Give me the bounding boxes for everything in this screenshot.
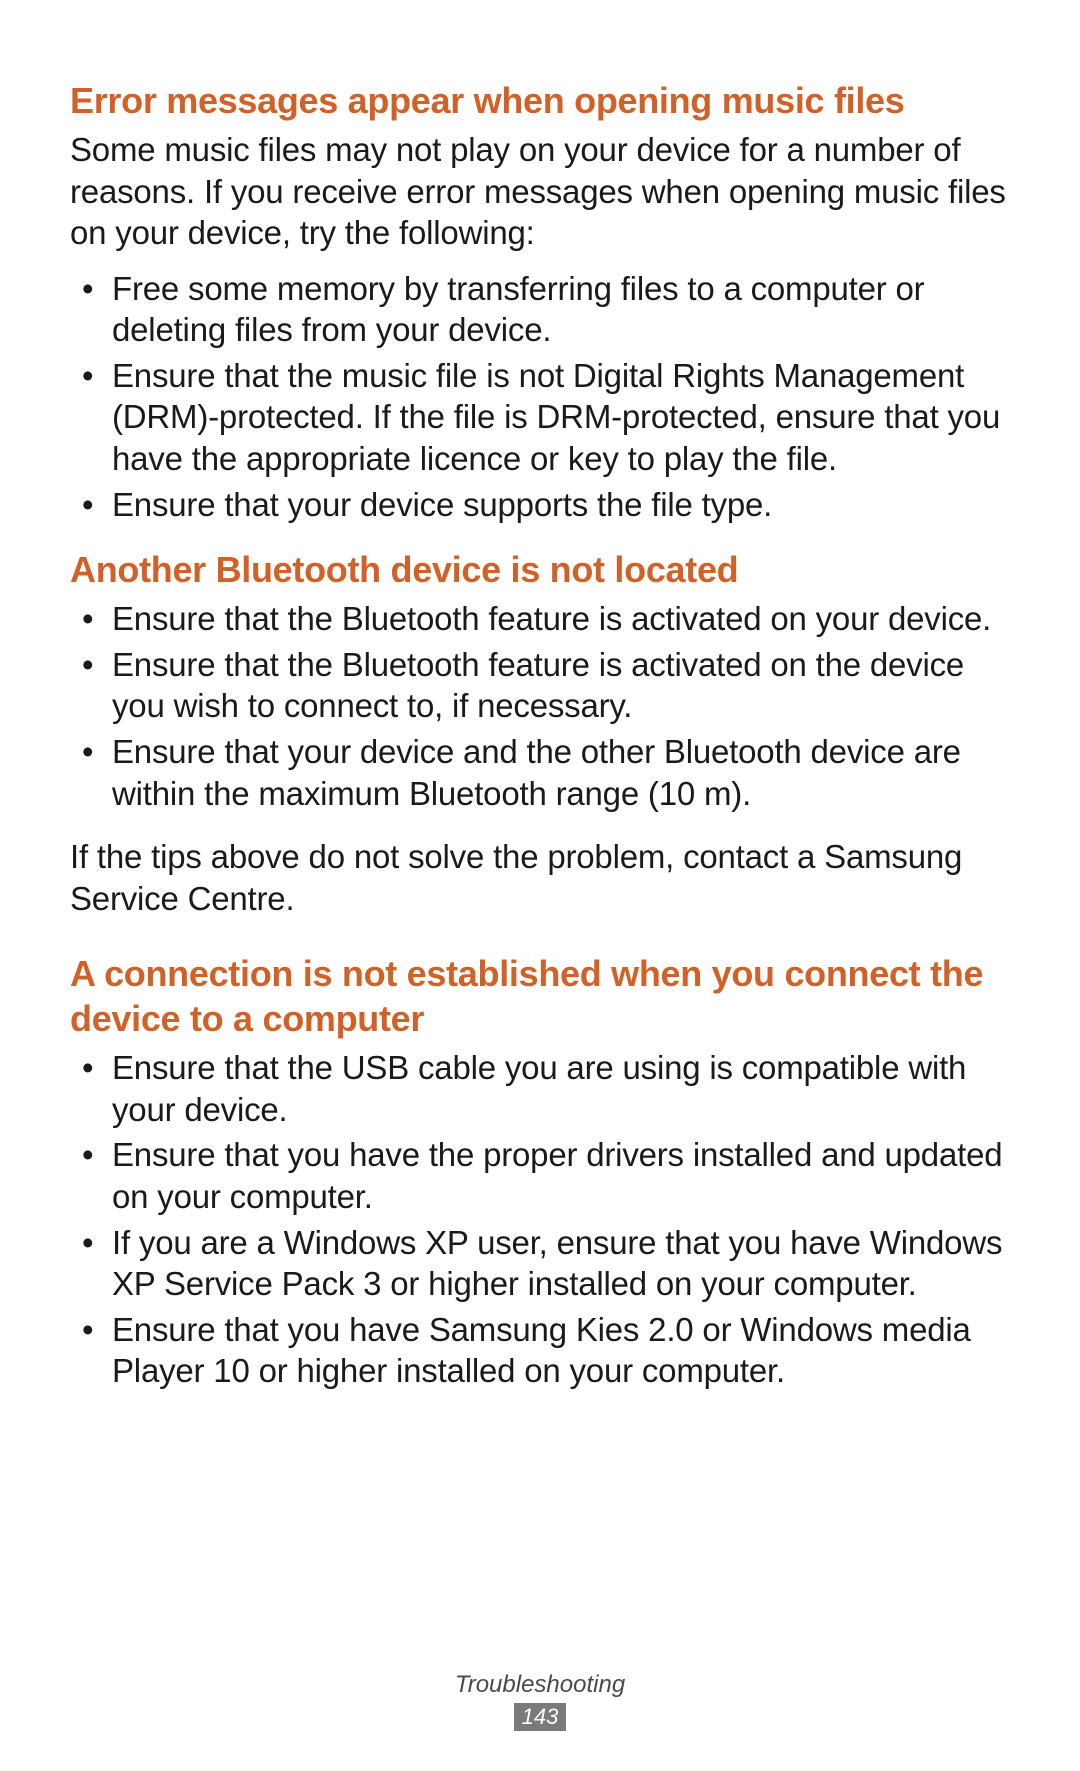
spacer (70, 933, 1010, 951)
bullet-list: Ensure that the Bluetooth feature is act… (70, 598, 1010, 814)
bullet-list: Free some memory by transferring files t… (70, 268, 1010, 525)
list-item: Ensure that you have Samsung Kies 2.0 or… (70, 1309, 1010, 1392)
section-outro: If the tips above do not solve the probl… (70, 836, 1010, 919)
page-footer: Troubleshooting 143 (0, 1671, 1080, 1731)
list-item: Ensure that the Bluetooth feature is act… (70, 598, 1010, 640)
list-item: Ensure that you have the proper drivers … (70, 1134, 1010, 1217)
section-heading: Error messages appear when opening music… (70, 78, 1010, 123)
manual-page: Error messages appear when opening music… (0, 0, 1080, 1771)
list-item: Ensure that the USB cable you are using … (70, 1047, 1010, 1130)
page-number: 143 (514, 1703, 567, 1731)
section-intro: Some music files may not play on your de… (70, 129, 1010, 254)
section-heading: Another Bluetooth device is not located (70, 547, 1010, 592)
list-item: Ensure that the Bluetooth feature is act… (70, 644, 1010, 727)
footer-section-name: Troubleshooting (0, 1671, 1080, 1699)
list-item: Ensure that the music file is not Digita… (70, 355, 1010, 480)
list-item: Free some memory by transferring files t… (70, 268, 1010, 351)
bullet-list: Ensure that the USB cable you are using … (70, 1047, 1010, 1392)
list-item: Ensure that your device supports the fil… (70, 484, 1010, 526)
list-item: If you are a Windows XP user, ensure tha… (70, 1222, 1010, 1305)
list-item: Ensure that your device and the other Bl… (70, 731, 1010, 814)
section-heading: A connection is not established when you… (70, 951, 1010, 1041)
